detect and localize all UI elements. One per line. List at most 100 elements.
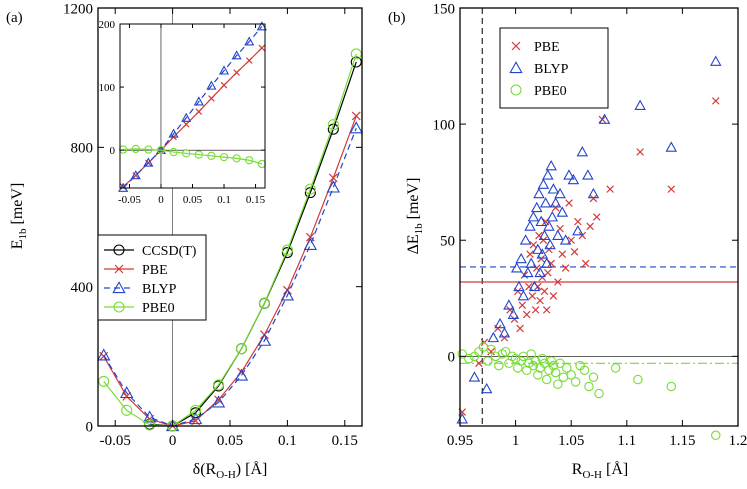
- point-pbe0: [194, 150, 203, 159]
- point-blyp: [524, 220, 536, 231]
- x-tick-label: 1.15: [669, 433, 695, 449]
- y-tick-label: 400: [71, 280, 94, 296]
- panel-a-legend-box: [97, 234, 207, 321]
- point-pbe: [122, 391, 132, 401]
- point-pbe0: [490, 351, 501, 362]
- panel-a-xlabel-sub: O-H: [216, 469, 236, 481]
- point-pbe0: [633, 374, 643, 385]
- panel-a-ylabel-main: E: [9, 239, 26, 249]
- point-ccsd-t: [190, 407, 202, 419]
- point-pbe: [214, 395, 223, 405]
- point-blyp: [211, 395, 226, 408]
- point-pbe0: [182, 149, 191, 158]
- y-tick-label: 100: [433, 117, 456, 133]
- panel-a-inset: -0.05 0 0.05 0.1 0.15 0 100 200: [99, 19, 267, 206]
- x-tick-label: 1.1: [617, 433, 636, 449]
- legend-label-pbe0: PBE0: [142, 301, 175, 316]
- point-blyp: [709, 55, 722, 66]
- x-tick-label: 1.05: [558, 433, 584, 449]
- panel-a-ylabel: E1b [meV]: [9, 183, 29, 250]
- point-blyp: [572, 224, 584, 236]
- point-pbe0: [570, 377, 581, 387]
- point-blyp: [456, 413, 468, 424]
- panel-a-xlabel-tail: ) [Å]: [236, 460, 268, 478]
- point-blyp: [468, 371, 481, 382]
- point-blyp: [543, 220, 555, 231]
- point-pbe0: [521, 365, 532, 376]
- point-pbe: [667, 185, 676, 193]
- point-pbe: [195, 108, 203, 115]
- panel-b-xlabel: RO-H [Å]: [572, 460, 628, 481]
- x-tick-label: 0.95: [447, 433, 473, 449]
- point-blyp: [576, 146, 589, 157]
- point-pbe0: [584, 381, 594, 392]
- legend-marker-ccsd-t: [113, 244, 125, 256]
- point-blyp: [256, 21, 267, 31]
- point-pbe: [522, 310, 531, 319]
- point-blyp: [534, 266, 546, 278]
- point-pbe0: [666, 381, 677, 392]
- x-tick-label: 0: [169, 433, 177, 449]
- point-blyp: [563, 169, 575, 180]
- point-pbe: [542, 306, 551, 314]
- point-pbe0: [500, 346, 511, 357]
- point-blyp: [528, 280, 541, 292]
- point-pbe0: [131, 144, 140, 154]
- point-pbe: [220, 81, 228, 89]
- legend-marker-blyp: [509, 61, 523, 74]
- x-tick-label: -0.05: [100, 433, 131, 449]
- point-pbe0: [144, 145, 153, 154]
- x-tick-label: 1.2: [729, 433, 747, 449]
- point-pbe: [540, 287, 549, 296]
- y-tick-label: 50: [440, 233, 455, 249]
- point-blyp: [143, 157, 154, 167]
- panel-a-xlabel-main: δ(R: [193, 461, 217, 478]
- point-blyp: [303, 237, 318, 251]
- y-tick-label: 150: [433, 1, 456, 17]
- point-blyp: [244, 36, 255, 46]
- panel-b-ylabel-tail: [meV]: [405, 178, 422, 224]
- point-blyp: [168, 128, 179, 138]
- point-pbe0: [457, 349, 467, 359]
- point-pbe: [528, 292, 537, 300]
- point-pbe0: [121, 404, 133, 416]
- point-blyp: [525, 257, 537, 268]
- point-pbe0: [711, 430, 721, 441]
- point-blyp: [280, 288, 295, 301]
- panel-b-xlabel-sub: O-H: [582, 469, 602, 481]
- point-pbe0: [588, 372, 599, 382]
- point-pbe: [208, 95, 215, 102]
- panel-b-xlabel-main: R: [572, 461, 583, 478]
- point-pbe0: [528, 360, 539, 371]
- point-pbe0: [144, 419, 156, 431]
- point-pbe0: [281, 244, 293, 256]
- point-blyp: [498, 327, 511, 338]
- panel-b: 0.95 1 1.05 1.1 1.15 1.2 0 50 100 150 (b) PBE BLYP…: [388, 1, 747, 481]
- point-blyp: [536, 248, 549, 259]
- point-blyp: [97, 348, 111, 361]
- legend-marker-pbe: [114, 264, 124, 274]
- x-tick-label: 0.1: [278, 433, 297, 449]
- point-blyp: [547, 183, 560, 194]
- point-pbe: [586, 222, 594, 231]
- panel-b-frame: [459, 7, 739, 427]
- point-blyp: [193, 96, 204, 106]
- series-line-blyp: [103, 127, 357, 427]
- point-blyp: [218, 65, 230, 75]
- point-blyp: [503, 299, 515, 310]
- point-blyp: [234, 368, 249, 381]
- point-blyp: [634, 99, 646, 110]
- legend-marker-pbe0: [113, 301, 125, 313]
- x-tick-label: -0.05: [118, 194, 141, 206]
- legend-marker-pbe: [511, 41, 521, 51]
- point-pbe0: [575, 360, 585, 371]
- legend-label-pbe: PBE: [142, 263, 168, 278]
- point-blyp: [545, 159, 557, 171]
- point-pbe0: [548, 360, 559, 371]
- point-pbe: [570, 248, 579, 256]
- point-blyp: [549, 197, 562, 208]
- point-blyp: [206, 80, 217, 90]
- point-pbe: [558, 250, 567, 258]
- point-pbe0: [207, 151, 216, 160]
